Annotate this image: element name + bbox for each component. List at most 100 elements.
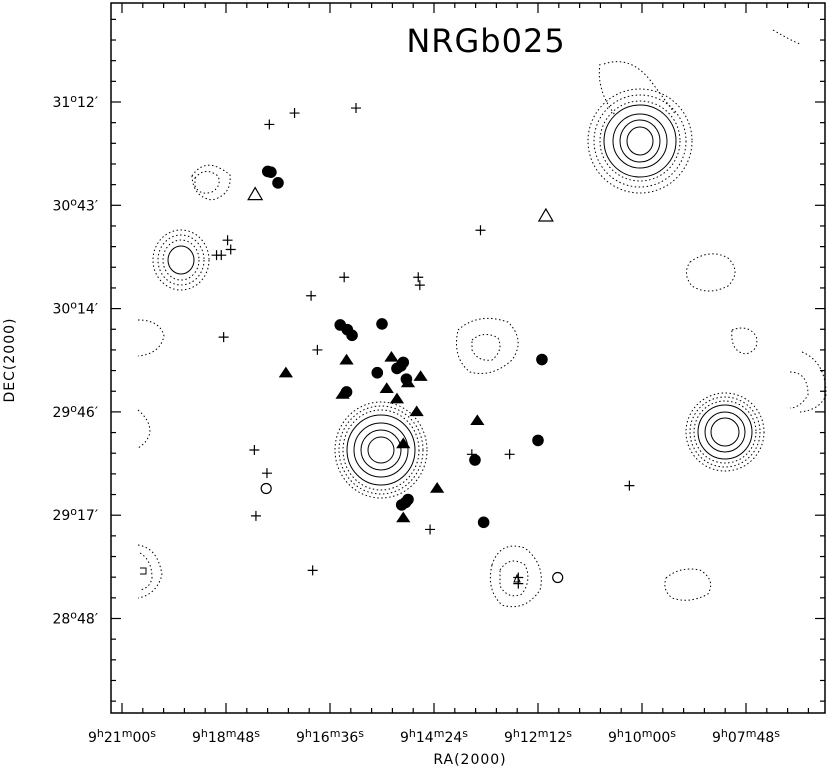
contour-solid (710, 417, 740, 447)
contour-dotted (342, 409, 420, 491)
marker-plus (222, 235, 233, 246)
marker-plus (249, 445, 260, 456)
contour-dotted (731, 327, 758, 355)
marker-plus (261, 468, 272, 479)
marker-filled-triangle (413, 370, 428, 381)
marker-filled-triangle (430, 482, 445, 493)
marker-filled-triangle (379, 382, 394, 393)
contour-dotted (194, 171, 220, 194)
contour-solid (360, 429, 402, 471)
contour-solid (346, 414, 416, 486)
marker-plus (306, 290, 317, 301)
marker-open-triangle (247, 186, 264, 201)
x-tick-labels: 9h21m00s 9h18m48s 9h16m36s 9h14m24s 9h12m12s… (88, 727, 780, 746)
marker-filled-triangle (396, 437, 411, 449)
contour-dotted (489, 545, 542, 608)
contour-dotted (137, 319, 165, 357)
x-tick-label: 9h10m00s (608, 727, 676, 746)
marker-filled-triangle (470, 414, 485, 426)
contour-dotted (685, 392, 765, 472)
contour-dotted (152, 229, 210, 291)
contour-solid (619, 119, 661, 163)
marker-plus (307, 565, 318, 576)
contour-dotted (456, 317, 519, 374)
y-axis-label: DEC(2000) (2, 318, 18, 403)
marker-filled-circle (376, 318, 388, 330)
marker-plus (425, 524, 436, 535)
contour-dotted (686, 253, 736, 292)
marker-filled-circle (272, 177, 284, 189)
marker-filled-circle (477, 516, 490, 529)
x-tick-label: 9h18m48s (192, 727, 260, 746)
contour-dotted (162, 239, 200, 281)
x-tick-label: 9h21m00s (88, 727, 156, 746)
contour-solid (353, 422, 409, 478)
contour-solid (704, 411, 746, 453)
contour-dotted (471, 334, 501, 361)
marker-plus (225, 244, 236, 255)
y-tick-labels: 31o12′ 30o43′ 30o14′ 29o46′ 29o17′ 28o48′ (52, 92, 98, 628)
marker-open-circle (260, 482, 272, 495)
marker-filled-circle (536, 353, 548, 366)
marker-filled-triangle (396, 511, 411, 523)
contour-dotted (772, 29, 801, 45)
contour-dotted (693, 400, 757, 464)
contour-solid (167, 245, 195, 275)
axis-ticks (111, 3, 825, 713)
contour-dotted (599, 100, 681, 182)
marker-plus (289, 108, 300, 119)
contour-dotted (598, 61, 677, 116)
contour-dotted (137, 409, 151, 449)
marker-filled-triangle (384, 350, 399, 362)
y-tick-label: 30o14′ (52, 299, 98, 318)
contour-dotted (799, 351, 827, 413)
x-tick-label: 9h16m36s (296, 727, 364, 746)
y-tick-label: 29o46′ (52, 402, 98, 421)
marker-filled-triangle (278, 366, 294, 378)
y-tick-label: 31o12′ (52, 92, 98, 111)
contour-solid (612, 113, 668, 169)
plot-frame (110, 2, 826, 714)
marker-plus (504, 449, 515, 460)
marker-filled-triangle (409, 405, 424, 417)
contour-solid (140, 567, 147, 575)
y-tick-label: 28o48′ (52, 609, 98, 628)
contour-dotted (338, 405, 424, 495)
marker-plus (264, 119, 275, 130)
contour-dotted (587, 88, 693, 194)
marker-plus (218, 332, 229, 343)
marker-filled-circle (265, 166, 277, 178)
marker-plus (413, 272, 424, 283)
marker-filled-circle (371, 366, 384, 379)
contour-dotted (789, 371, 809, 409)
marker-plus (466, 449, 477, 460)
marker-plus (339, 272, 350, 283)
contour-dotted (593, 94, 687, 188)
marker-filled-triangle (400, 376, 416, 388)
x-tick-label: 9h07m48s (712, 727, 780, 746)
contour-dotted (664, 568, 712, 601)
contour-dotted (157, 234, 205, 286)
x-tick-label: 9h14m24s (400, 727, 468, 746)
contour-dotted (689, 396, 761, 468)
marker-filled-circle (395, 499, 408, 511)
contour-dotted (137, 544, 163, 599)
marker-filled-triangle (335, 388, 350, 399)
marker-open-triangle (537, 207, 554, 222)
y-tick-label: 29o17′ (52, 505, 98, 524)
contour-dotted (139, 552, 153, 591)
marker-filled-triangle (389, 392, 405, 404)
contour-dotted (499, 560, 529, 597)
marker-plus (513, 578, 524, 589)
contour-dotted (191, 164, 231, 201)
contour-solid (626, 126, 654, 156)
marker-plus (414, 280, 425, 291)
chart-title: NRGb025 (406, 22, 565, 60)
marker-filled-circle (391, 362, 403, 375)
marker-plus (624, 480, 635, 491)
contour-dotted (334, 401, 428, 499)
data-markers (211, 103, 635, 589)
contour-solid (603, 104, 677, 178)
y-tick-label: 30o43′ (52, 195, 98, 214)
